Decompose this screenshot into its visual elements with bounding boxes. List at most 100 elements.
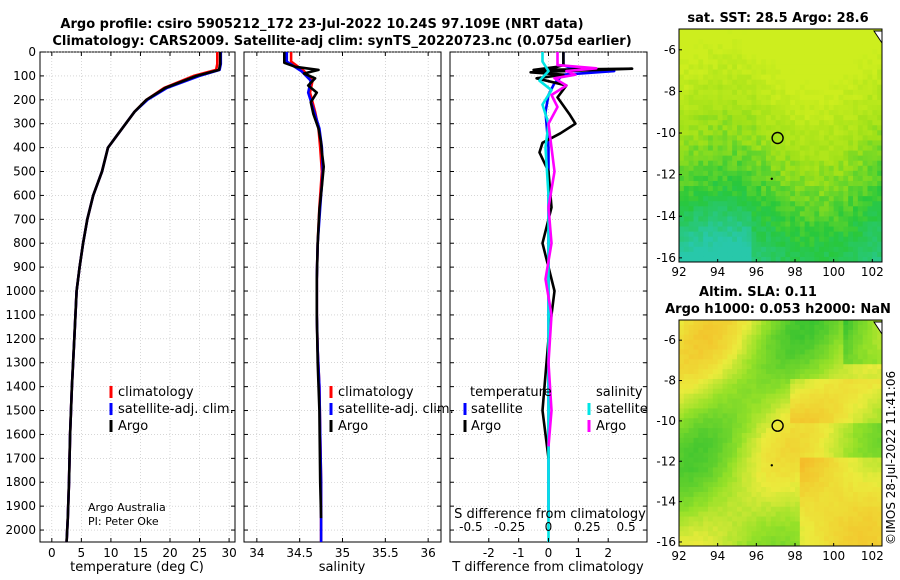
map-cell <box>732 324 738 331</box>
map-cell <box>751 526 757 532</box>
map-cell <box>824 339 830 345</box>
map-cell <box>766 135 772 141</box>
map-cell <box>838 320 844 326</box>
map-cell <box>717 170 723 177</box>
map-cell <box>708 135 714 141</box>
map-cell <box>814 408 820 414</box>
map-cell <box>741 256 748 263</box>
map-cell <box>819 170 825 177</box>
map-cell <box>766 320 772 326</box>
map-cell <box>703 104 709 111</box>
map-cell <box>848 359 854 365</box>
map-cell <box>780 501 786 508</box>
map-cell <box>703 196 709 202</box>
map-cell <box>756 359 762 365</box>
map-cell <box>722 256 728 263</box>
map-cell <box>799 339 806 345</box>
map-cell <box>717 339 723 345</box>
map-cell <box>693 125 699 131</box>
map-cell <box>790 59 796 65</box>
map-cell <box>819 349 825 355</box>
map-cell <box>785 506 791 513</box>
map-cell <box>862 531 868 537</box>
map-cell <box>814 191 820 197</box>
map-cell <box>761 49 767 55</box>
map-cell <box>756 150 762 157</box>
map-cell <box>867 329 873 336</box>
map-cell <box>862 120 868 126</box>
map-cell <box>756 236 762 243</box>
map-cell <box>698 150 704 157</box>
map-cell <box>775 226 781 233</box>
map-cell <box>708 216 714 222</box>
map-cell <box>698 175 704 182</box>
map-cell <box>722 165 728 172</box>
y-tick-label: 1000 <box>5 284 36 298</box>
map-cell <box>698 334 704 341</box>
map-cell <box>770 175 777 182</box>
map-cell <box>790 145 796 151</box>
map-cell <box>756 145 762 151</box>
map-cell <box>790 531 796 537</box>
map-cell <box>732 84 738 91</box>
map-cell <box>848 506 854 513</box>
map-cell <box>712 496 719 503</box>
map-cell <box>809 526 815 532</box>
map-cell <box>843 216 849 222</box>
map-cell <box>814 487 820 493</box>
map-cell <box>727 180 733 187</box>
map-cell <box>770 39 777 45</box>
map-cell <box>780 104 786 111</box>
map-cell <box>862 180 868 187</box>
map-cell <box>698 160 704 167</box>
map-cell <box>799 44 806 50</box>
map-cell <box>848 521 854 527</box>
map-cell <box>877 437 883 444</box>
map-cell <box>712 160 719 167</box>
map-cell <box>799 364 806 370</box>
map-cell <box>804 130 810 136</box>
map-cell <box>804 221 810 227</box>
map-cell <box>795 477 801 483</box>
y-tick-label: 1600 <box>5 427 36 441</box>
map-cell <box>833 526 839 532</box>
map-cell <box>698 236 704 243</box>
map-cell <box>683 150 690 157</box>
map-cell <box>838 201 844 207</box>
map-cell <box>775 241 781 248</box>
map-cell <box>766 216 772 222</box>
map-cell <box>867 145 873 151</box>
map-cell <box>732 49 738 55</box>
map-cell <box>790 324 796 331</box>
map-cell <box>756 186 762 192</box>
map-cell <box>770 64 777 70</box>
map-cell <box>679 477 685 483</box>
map-cell <box>693 246 699 253</box>
map-cell <box>770 398 777 404</box>
map-cell <box>843 506 849 513</box>
map-cell <box>737 364 743 370</box>
map-cell <box>741 165 748 172</box>
map-cell <box>824 201 830 207</box>
map-cell <box>872 130 878 136</box>
map-cell <box>712 39 719 45</box>
map-cell <box>741 364 748 370</box>
map-cell <box>708 536 714 542</box>
map-cell <box>732 74 738 81</box>
map-cell <box>828 428 835 434</box>
map-cell <box>683 69 690 75</box>
map-cell <box>833 251 839 258</box>
map-cell <box>799 115 806 121</box>
map-cell <box>872 388 878 395</box>
map-cell <box>727 44 733 50</box>
map-cell <box>790 175 796 182</box>
map-cell <box>838 339 844 345</box>
map-cell <box>877 334 883 341</box>
island-mark <box>770 464 773 467</box>
map-cell <box>862 59 868 65</box>
map-cell <box>828 251 835 258</box>
map-cell <box>819 339 825 345</box>
map-cell <box>746 477 752 483</box>
legend-label-satellite: satellite-adj. clim. <box>118 402 234 417</box>
map-cell <box>819 378 825 385</box>
